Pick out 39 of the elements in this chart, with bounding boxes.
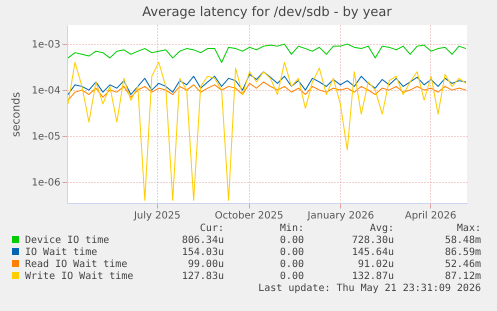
line-series bbox=[68, 81, 466, 101]
x-tick-label: October 2025 bbox=[214, 210, 284, 222]
text: 91.02u bbox=[356, 258, 394, 270]
text: Max: bbox=[456, 222, 481, 234]
text: 99.00u bbox=[186, 258, 224, 270]
text: 0.00 bbox=[278, 246, 304, 258]
chart-title: Average latency for /dev/sdb - by year bbox=[142, 5, 392, 20]
line-series bbox=[68, 44, 466, 63]
legend-label: Write IO Wait time bbox=[24, 270, 134, 282]
text: 132.87u bbox=[350, 270, 394, 282]
text: 86.59m bbox=[444, 246, 481, 258]
x-tick-label: July 2025 bbox=[132, 210, 181, 222]
line-series bbox=[68, 71, 466, 96]
line-series bbox=[68, 62, 466, 201]
y-tick-label: 1e-05 bbox=[32, 132, 60, 143]
x-tick-label: April 2026 bbox=[404, 210, 456, 222]
y-tick-label: 1e-06 bbox=[32, 178, 60, 189]
y-tick-label: 1e-04 bbox=[32, 86, 60, 97]
text: 58.48m bbox=[444, 234, 481, 246]
text: 154.03u bbox=[180, 246, 224, 258]
text: 87.12m bbox=[444, 270, 481, 282]
text: 145.64u bbox=[350, 246, 394, 258]
y-tick-label: 1e-03 bbox=[32, 40, 60, 51]
y-axis-title: seconds bbox=[10, 92, 23, 137]
text: 0.00 bbox=[278, 270, 304, 282]
legend-label: Read IO Wait time bbox=[24, 258, 128, 270]
text: 52.46m bbox=[444, 258, 481, 270]
legend-label: IO Wait time bbox=[24, 246, 98, 258]
text: Avg: bbox=[368, 222, 394, 234]
text: 728.30u bbox=[350, 234, 394, 246]
text: 127.83u bbox=[180, 270, 224, 282]
text: 0.00 bbox=[278, 258, 304, 270]
text: Min: bbox=[278, 222, 304, 234]
x-tick-label: January 2026 bbox=[306, 210, 374, 222]
text: Cur: bbox=[198, 222, 224, 234]
text: 806.34u bbox=[180, 234, 224, 246]
text: 0.00 bbox=[278, 234, 304, 246]
text: Last update: Thu May 21 23:31:09 2026 bbox=[257, 282, 481, 294]
legend-label: Device IO time bbox=[24, 234, 110, 246]
